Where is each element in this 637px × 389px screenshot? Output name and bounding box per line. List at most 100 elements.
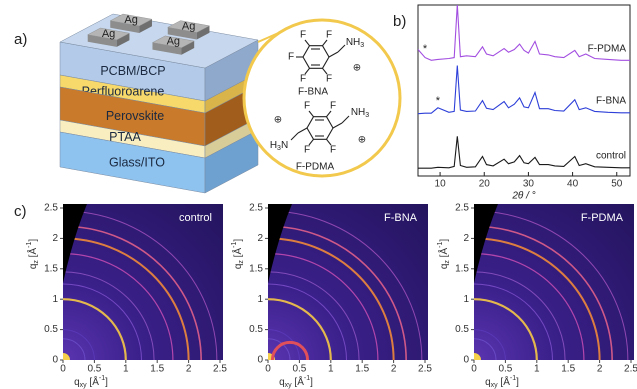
- ag-pad-top: [167, 20, 211, 33]
- atom-label: NH3: [346, 37, 364, 49]
- y-tick-label: 1: [257, 294, 263, 305]
- xrd-line: [418, 5, 630, 61]
- image-background: [63, 204, 223, 360]
- diffraction-ring: [63, 210, 218, 360]
- panel-label: b): [393, 13, 406, 30]
- diffraction-ring: [268, 210, 423, 360]
- ag-label: Ag: [124, 14, 137, 26]
- axis-label: qxy [Å-1]: [279, 375, 313, 389]
- charge: ⊕: [274, 115, 282, 126]
- axis-label-part: z: [33, 260, 40, 264]
- axis-label-part: q: [485, 377, 491, 388]
- x-tick-label: 2.5: [418, 364, 432, 375]
- y-tick-label: 0: [463, 355, 469, 366]
- ag-pad-side: [181, 41, 195, 55]
- axis-label-part: xy: [491, 382, 499, 389]
- x-tick-label: 10: [435, 179, 447, 190]
- axis-label-part: [Å: [437, 248, 450, 261]
- beam-spot: [474, 353, 481, 360]
- diffraction-ring: [63, 253, 174, 360]
- axis-label-part: ]: [105, 377, 108, 388]
- beam-spot: [63, 353, 70, 360]
- axis-label-part: ]: [233, 239, 244, 242]
- atom-subscript: 3: [277, 145, 281, 152]
- detector-shadow: [474, 204, 498, 283]
- atom-subscript: 3: [360, 42, 364, 49]
- x-tick-label: 1: [328, 364, 334, 375]
- x-tick-label: 0.5: [292, 364, 306, 375]
- series-label: control: [596, 151, 626, 162]
- x-tick-label: 20: [479, 179, 491, 190]
- y-tick-label: 1.5: [455, 263, 469, 274]
- diffraction-ring: [63, 271, 155, 360]
- layer-label: Glass/ITO: [109, 156, 165, 170]
- diffraction-ring: [268, 283, 347, 360]
- sample-label: control: [179, 212, 212, 224]
- y-tick-label: 1: [52, 294, 58, 305]
- atom-text: NH: [351, 107, 365, 118]
- diffraction-ring: [63, 338, 86, 360]
- diffraction-ring: [268, 225, 407, 360]
- molecule-name: F-BNA: [298, 87, 328, 98]
- x-tick-label: 0: [265, 364, 271, 375]
- x-axis-label: 2θ / °: [511, 191, 535, 202]
- x-tick-label: 2: [391, 364, 397, 375]
- device-stack: PCBM/BCPPerfluoroarenePerovskitePTAAGlas…: [59, 13, 259, 194]
- axis-label-part: -1: [231, 242, 238, 248]
- diffraction-ring: [474, 329, 506, 360]
- y-tick-label: 2.5: [44, 203, 58, 214]
- axis-label-part: -1: [99, 375, 105, 382]
- diffraction-ring: [63, 298, 127, 360]
- y-tick-label: 0: [257, 355, 263, 366]
- atom-label: H3N: [270, 140, 288, 152]
- axis-label-part: q: [279, 377, 285, 388]
- atom-label: F: [288, 52, 294, 63]
- y-tick-label: 0.5: [249, 324, 263, 335]
- axis-label-part: ]: [310, 377, 313, 388]
- sample-label: F-PDMA: [581, 212, 624, 224]
- axis-label-part: z: [238, 260, 245, 264]
- image-background: [268, 204, 428, 360]
- axis-label-part: xy: [285, 382, 293, 389]
- axis-label-part: [Å: [87, 375, 100, 388]
- plot-frame: [417, 4, 631, 177]
- diffraction-ring: [474, 283, 553, 360]
- atom-label: F: [330, 101, 336, 112]
- atom-label: F: [304, 145, 310, 156]
- layer-label: PTAA: [109, 130, 141, 144]
- axis-label: qz [Å-1]: [437, 239, 451, 270]
- axis-label-part: -1: [510, 375, 516, 382]
- y-tick-label: 2: [257, 233, 263, 244]
- y-tick-label: 2.5: [455, 203, 469, 214]
- diffraction-ring: [63, 329, 95, 360]
- diffraction-ring: [63, 225, 202, 360]
- layer-label: Perovskite: [106, 109, 164, 123]
- charge: ⊕: [353, 63, 361, 74]
- ag-pad-top: [151, 35, 195, 48]
- y-tick-label: 2.5: [249, 203, 263, 214]
- sample-label: F-BNA: [384, 212, 418, 224]
- x-tick-label: 1: [123, 364, 129, 375]
- annotation: *: [423, 43, 428, 55]
- layer-label: PCBM/BCP: [100, 64, 165, 78]
- axis-label-part: -1: [304, 375, 310, 382]
- ag-pad-side: [152, 42, 182, 55]
- ag-pad-top: [109, 13, 153, 27]
- diffraction-ring: [474, 298, 538, 360]
- axis-label-part: q: [28, 264, 39, 270]
- diffraction-ring: [268, 271, 360, 360]
- diffraction-ring: [474, 225, 613, 360]
- atom-label: F: [330, 145, 336, 156]
- axis-label-part: [Å: [292, 375, 305, 388]
- series-label: F-PDMA: [588, 44, 627, 55]
- axis-label: qxy [Å-1]: [74, 375, 108, 389]
- diffraction-ring: [474, 210, 629, 360]
- axis-label-part: ]: [516, 377, 519, 388]
- series-label: F-BNA: [596, 96, 626, 107]
- annotation: *: [436, 95, 441, 107]
- atom-label: F: [300, 74, 306, 85]
- atom-label: F: [326, 30, 332, 41]
- x-tick-label: 0: [471, 364, 477, 375]
- axis-label-part: ]: [439, 239, 450, 242]
